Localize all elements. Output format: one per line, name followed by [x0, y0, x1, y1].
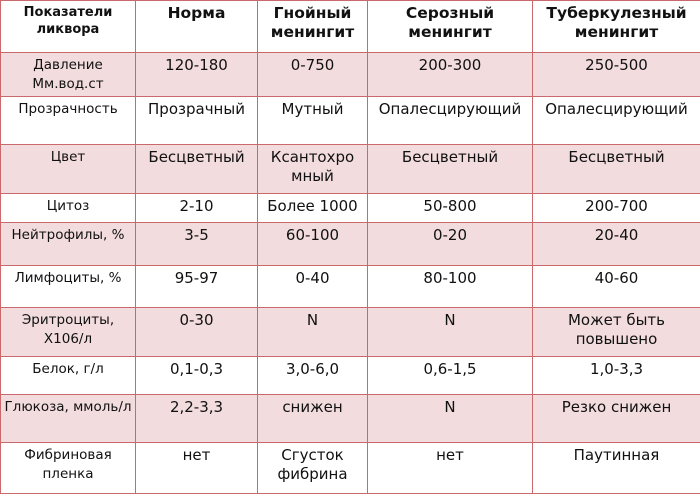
table-cell: 40-60 [532, 265, 700, 308]
table-cell: Паутинная [532, 442, 700, 494]
table-row: Цвет Бесцветный Ксантохро мный Бесцветный Бе… [0, 144, 700, 194]
table-cell: Бесцветный [135, 144, 258, 194]
header-serous: Серозный менингит [367, 0, 533, 53]
table-row: Белок, г/л 0,1-0,3 3,0-6,0 0,6-1,5 1,0-3,3 [0, 356, 700, 395]
row-label: Белок, г/л [0, 356, 136, 395]
table-cell: N [367, 307, 533, 357]
row-label: Лимфоциты, % [0, 265, 136, 308]
table-cell: Более 1000 [257, 193, 368, 223]
table-cell: 3,0-6,0 [257, 356, 368, 395]
table-cell: Резко снижен [532, 394, 700, 443]
table-cell: N [367, 394, 533, 443]
table-row: Лимфоциты, % 95-97 0-40 80-100 40-60 [0, 265, 700, 308]
row-label: Фибриновая пленка [0, 442, 136, 494]
table-cell: 120-180 [135, 52, 258, 97]
table-cell: Сгусток фибрина [257, 442, 368, 494]
row-label: Эритроциты, Х106/л [0, 307, 136, 357]
table-cell: 2,2-3,3 [135, 394, 258, 443]
table-cell: 250-500 [532, 52, 700, 97]
table-cell: 0-40 [257, 265, 368, 308]
table-cell: 80-100 [367, 265, 533, 308]
table-cell: 200-700 [532, 193, 700, 223]
header-tuberculous: Туберкулезный менингит [532, 0, 700, 53]
header-indicator: Показатели ликвора [0, 0, 136, 53]
table-cell: 95-97 [135, 265, 258, 308]
table-cell: Опалесцирующий [532, 96, 700, 145]
table-cell: 2-10 [135, 193, 258, 223]
table-cell: 0-750 [257, 52, 368, 97]
table-cell: Прозрачный [135, 96, 258, 145]
header-norm: Норма [135, 0, 258, 53]
row-label: Прозрачность [0, 96, 136, 145]
table-cell: Мутный [257, 96, 368, 145]
table-row: Прозрачность Прозрачный Мутный Опалесцирующ… [0, 96, 700, 145]
table-cell: Опалесцирующий [367, 96, 533, 145]
row-label: Давление Мм.вод.ст [0, 52, 136, 97]
table-cell: 20-40 [532, 222, 700, 266]
table-cell: Ксантохро мный [257, 144, 368, 194]
table-cell: Может быть повышено [532, 307, 700, 357]
table-cell: снижен [257, 394, 368, 443]
table-row: Цитоз 2-10 Более 1000 50-800 200-700 [0, 193, 700, 223]
table-cell: нет [135, 442, 258, 494]
table-cell: Бесцветный [532, 144, 700, 194]
table-cell: 50-800 [367, 193, 533, 223]
table-cell: N [257, 307, 368, 357]
table-cell: 0-20 [367, 222, 533, 266]
table-cell: 60-100 [257, 222, 368, 266]
table-row: Глюкоза, ммоль/л 2,2-3,3 снижен N Резко сниж… [0, 394, 700, 443]
table-cell: Бесцветный [367, 144, 533, 194]
table-row: Фибриновая пленка нет Сгусток фибрина нет Па… [0, 442, 700, 494]
row-label: Глюкоза, ммоль/л [0, 394, 136, 443]
table-row: Давление Мм.вод.ст 120-180 0-750 200-300 250… [0, 52, 700, 97]
table-cell: 0,1-0,3 [135, 356, 258, 395]
table-cell: 200-300 [367, 52, 533, 97]
table-cell: 0-30 [135, 307, 258, 357]
table-cell: 3-5 [135, 222, 258, 266]
table-cell: 0,6-1,5 [367, 356, 533, 395]
row-label: Цвет [0, 144, 136, 194]
header-purulent: Гнойный менингит [257, 0, 368, 53]
row-label: Нейтрофилы, % [0, 222, 136, 266]
table-row: Нейтрофилы, % 3-5 60-100 0-20 20-40 [0, 222, 700, 266]
table-row: Эритроциты, Х106/л 0-30 N N Может быть повыш… [0, 307, 700, 357]
row-label: Цитоз [0, 193, 136, 223]
table-cell: 1,0-3,3 [532, 356, 700, 395]
header-row: Показатели ликвора Норма Гнойный менинги… [0, 0, 700, 53]
table-cell: нет [367, 442, 533, 494]
